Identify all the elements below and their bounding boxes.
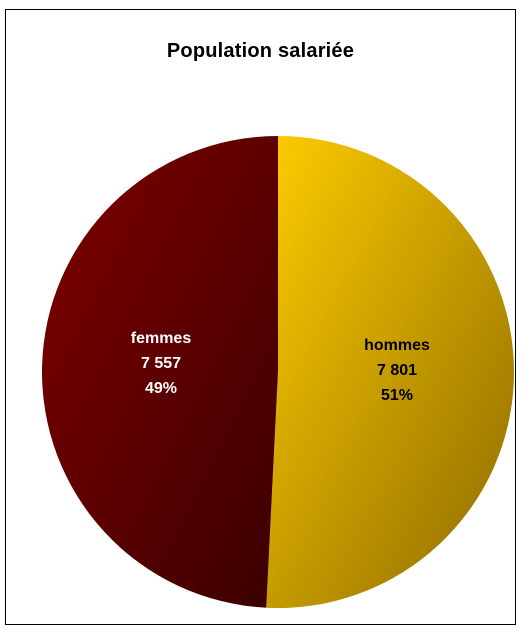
pie-slice-femmes: [41, 136, 278, 608]
slice-label-femmes: femmes: [131, 330, 192, 347]
slice-percent-femmes: 49%: [145, 380, 177, 397]
slice-value-femmes: 7 557: [141, 355, 181, 372]
slice-value-hommes: 7 801: [377, 362, 417, 379]
slice-percent-hommes: 51%: [381, 387, 413, 404]
chart-title: Population salariée: [166, 40, 355, 62]
pie-slice-hommes: [266, 136, 514, 608]
slice-label-hommes: hommes: [364, 337, 430, 354]
